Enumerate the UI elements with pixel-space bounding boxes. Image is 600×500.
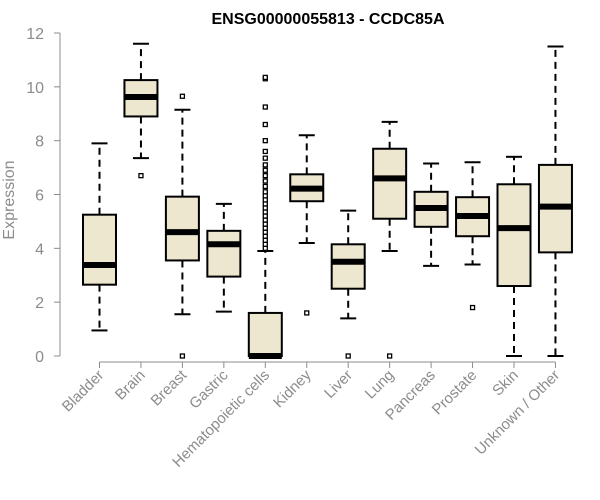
outlier-point (179, 353, 186, 359)
box-breast (164, 93, 200, 359)
box-lung (372, 120, 408, 359)
outlier-point (345, 353, 351, 359)
y-axis: 0 2 4 6 8 10 12 (26, 26, 61, 366)
iqr-box (372, 147, 408, 220)
outlier-point (469, 304, 476, 311)
box-hematopoietic-cells (247, 74, 283, 359)
outlier-point (262, 104, 268, 110)
outlier-point (262, 178, 268, 184)
outlier-point (262, 148, 268, 155)
outlier-point (262, 189, 268, 195)
y-tick-label: 8 (35, 134, 44, 151)
y-tick-label: 0 (35, 349, 44, 366)
y-tick-label: 4 (35, 241, 44, 258)
outlier-point (262, 121, 268, 128)
box-skin (496, 155, 532, 357)
box-gastric (206, 202, 242, 313)
x-tick-label: Bladder (59, 367, 108, 416)
outlier-point (386, 353, 393, 359)
outlier-point (262, 138, 268, 144)
outlier-point (262, 155, 268, 161)
outlier-point (262, 167, 268, 173)
box-kidney (289, 134, 325, 316)
x-tick-label: Breast (148, 366, 191, 409)
iqr-box (206, 229, 242, 278)
y-tick-label: 6 (35, 188, 44, 205)
outlier-point (262, 183, 268, 190)
iqr-box (330, 243, 366, 290)
box-liver (330, 209, 366, 359)
outlier-point (138, 173, 144, 179)
box-pancreas (413, 162, 449, 267)
iqr-box (164, 195, 200, 262)
x-tick-label: Prostate (429, 367, 481, 419)
x-tick-label: Liver (321, 367, 356, 402)
box-series (82, 42, 573, 359)
outlier-point (262, 162, 268, 168)
x-tick-label: Skin (489, 367, 522, 400)
outlier-point (262, 173, 268, 179)
box-bladder (82, 142, 117, 332)
y-tick-label: 10 (26, 80, 44, 97)
y-tick-label: 2 (35, 295, 44, 312)
box-brain (123, 42, 159, 179)
box-prostate (455, 161, 491, 311)
chart-title: ENSG00000055813 - CCDC85A (211, 11, 444, 28)
y-tick-label: 12 (26, 26, 44, 43)
x-tick-label: Kidney (270, 366, 315, 411)
outlier-point (304, 310, 310, 316)
outlier-point (179, 93, 186, 99)
y-axis-label: Expression (1, 160, 18, 239)
x-tick-label: Brain (112, 367, 149, 404)
iqr-box (496, 183, 532, 288)
iqr-box (82, 213, 117, 286)
box-unknown-other (537, 45, 573, 357)
iqr-box (247, 311, 283, 357)
outlier-point (262, 74, 268, 81)
x-tick-label: Lung (362, 367, 398, 403)
